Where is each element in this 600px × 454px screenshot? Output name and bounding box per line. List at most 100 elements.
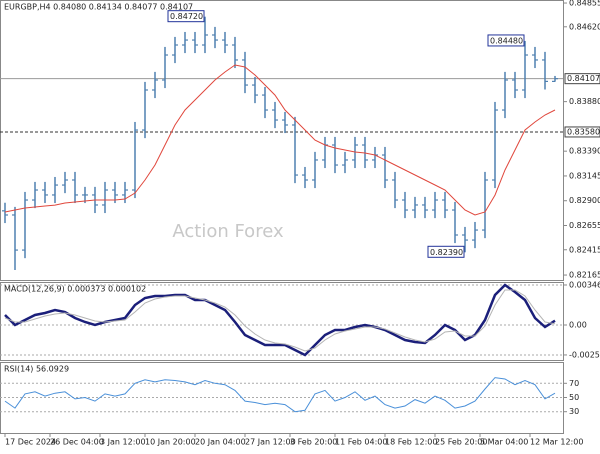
ohlc-bar — [82, 186, 88, 204]
x-tick-label: 18 Feb 12:00 — [385, 438, 437, 447]
y-tick-label: 70 — [569, 379, 579, 388]
ohlc-bar — [222, 31, 228, 54]
panel-title: MACD(12,26,9) 0.000373 0.000102 — [4, 285, 146, 294]
x-tick-label: 10 Jan 20:00 — [145, 438, 196, 447]
x-tick-label: 5 Mar 04:00 — [480, 438, 528, 447]
ohlc-bar — [232, 36, 238, 69]
ohlc-bar — [32, 181, 38, 209]
x-tick-label: 26 Dec 04:00 — [50, 438, 104, 447]
ohlc-bar — [262, 86, 268, 119]
ohlc-bar — [452, 201, 458, 244]
panel-frame — [0, 0, 564, 281]
ohlc-bar — [342, 151, 348, 174]
ohlc-bar — [432, 191, 438, 219]
ohlc-bar — [502, 71, 508, 119]
x-tick-label: 17 Dec 2024 — [5, 438, 56, 447]
y-tick-label: 0.00 — [569, 320, 587, 329]
y-tick-label: 50 — [569, 393, 579, 402]
price-level-box — [564, 126, 600, 138]
ohlc-bar — [72, 171, 78, 204]
ohlc-bar — [152, 71, 158, 99]
x-tick-label: 3 Feb 20:00 — [290, 438, 337, 447]
price-level-label: 0.83580 — [567, 127, 600, 136]
ohlc-bar — [252, 76, 258, 104]
y-tick-label: 0.83880 — [569, 97, 600, 106]
x-tick-label: 27 Jan 12:00 — [245, 438, 296, 447]
ohlc-bar — [272, 101, 278, 129]
ohlc-bar — [552, 75, 558, 83]
ohlc-bar — [462, 226, 468, 253]
ohlc-bar — [102, 181, 108, 214]
ohlc-bar — [172, 36, 178, 64]
y-tick-label: 0.82165 — [569, 271, 600, 280]
series-line — [4, 283, 556, 357]
y-tick-label: 0.82415 — [569, 245, 600, 254]
y-tick-label: 0.003462 — [569, 280, 600, 289]
ohlc-bar — [412, 196, 418, 219]
ohlc-bar — [422, 196, 428, 219]
ohlc-bar — [532, 46, 538, 69]
x-tick-label: 11 Feb 04:00 — [335, 438, 387, 447]
price-level-label: 0.84107 — [567, 74, 600, 83]
ohlc-bar — [42, 181, 48, 204]
ohlc-bar — [332, 136, 338, 174]
y-tick-label: -0.002593 — [569, 350, 600, 359]
y-tick-label: 0.83390 — [569, 147, 600, 156]
ohlc-bar — [302, 166, 308, 189]
annotation-label: 0.84720 — [170, 12, 203, 21]
series-line — [4, 377, 556, 413]
ohlc-bar — [182, 31, 188, 54]
series-line — [4, 64, 556, 216]
annotation-label: 0.84480 — [490, 36, 523, 45]
ohlc-bar — [522, 40, 528, 99]
x-tick-label: 3 Jan 12:00 — [100, 438, 146, 447]
ohlc-bar — [62, 171, 68, 194]
ohlc-bar — [22, 191, 28, 259]
ohlc-bar — [382, 146, 388, 189]
annotation-box — [427, 245, 465, 258]
ohlc-bar — [212, 26, 218, 49]
y-tick-label: 0.84620 — [569, 22, 600, 31]
panel-frame — [0, 282, 564, 361]
annotation-label: 0.82390 — [430, 248, 463, 257]
ohlc-bar — [122, 181, 128, 204]
ohlc-bar — [472, 221, 478, 249]
panel-title: EURGBP,H4 0.84080 0.84134 0.84077 0.8410… — [4, 3, 193, 12]
ohlc-bar — [482, 171, 488, 239]
ohlc-bar — [242, 51, 248, 94]
ohlc-bar — [402, 191, 408, 219]
ohlc-bar — [312, 151, 318, 189]
y-tick-label: 30 — [569, 407, 579, 416]
ohlc-bar — [162, 46, 168, 89]
annotation-box — [487, 34, 525, 47]
x-tick-label: 20 Jan 04:00 — [195, 438, 246, 447]
y-tick-label: 0.84855 — [569, 0, 600, 8]
panel-title: RSI(14) 56.0929 — [4, 365, 69, 374]
ohlc-bar — [282, 111, 288, 134]
ohlc-bar — [512, 71, 518, 99]
ohlc-bar — [132, 121, 138, 199]
y-tick-label: 0.83145 — [569, 171, 600, 180]
ohlc-bar — [362, 136, 368, 169]
ohlc-bar — [202, 16, 208, 54]
x-tick-label: 12 Mar 12:00 — [530, 438, 583, 447]
ohlc-bar — [292, 116, 298, 184]
ohlc-bar — [12, 206, 18, 270]
ohlc-bar — [142, 81, 148, 139]
y-tick-label: 0.82655 — [569, 221, 600, 230]
ohlc-bar — [2, 202, 8, 224]
annotation-box — [167, 10, 205, 23]
x-tick-label: 25 Feb 20:00 — [435, 438, 487, 447]
y-tick-label: 0.82900 — [569, 196, 600, 205]
ohlc-bar — [542, 51, 548, 90]
series-line — [4, 289, 556, 352]
price-level-box — [564, 73, 600, 85]
ohlc-bar — [492, 101, 498, 189]
ohlc-bar — [52, 176, 58, 204]
ohlc-bar — [442, 191, 448, 219]
ohlc-bar — [192, 31, 198, 54]
watermark: Action Forex — [172, 221, 284, 242]
ohlc-bar — [392, 171, 398, 209]
